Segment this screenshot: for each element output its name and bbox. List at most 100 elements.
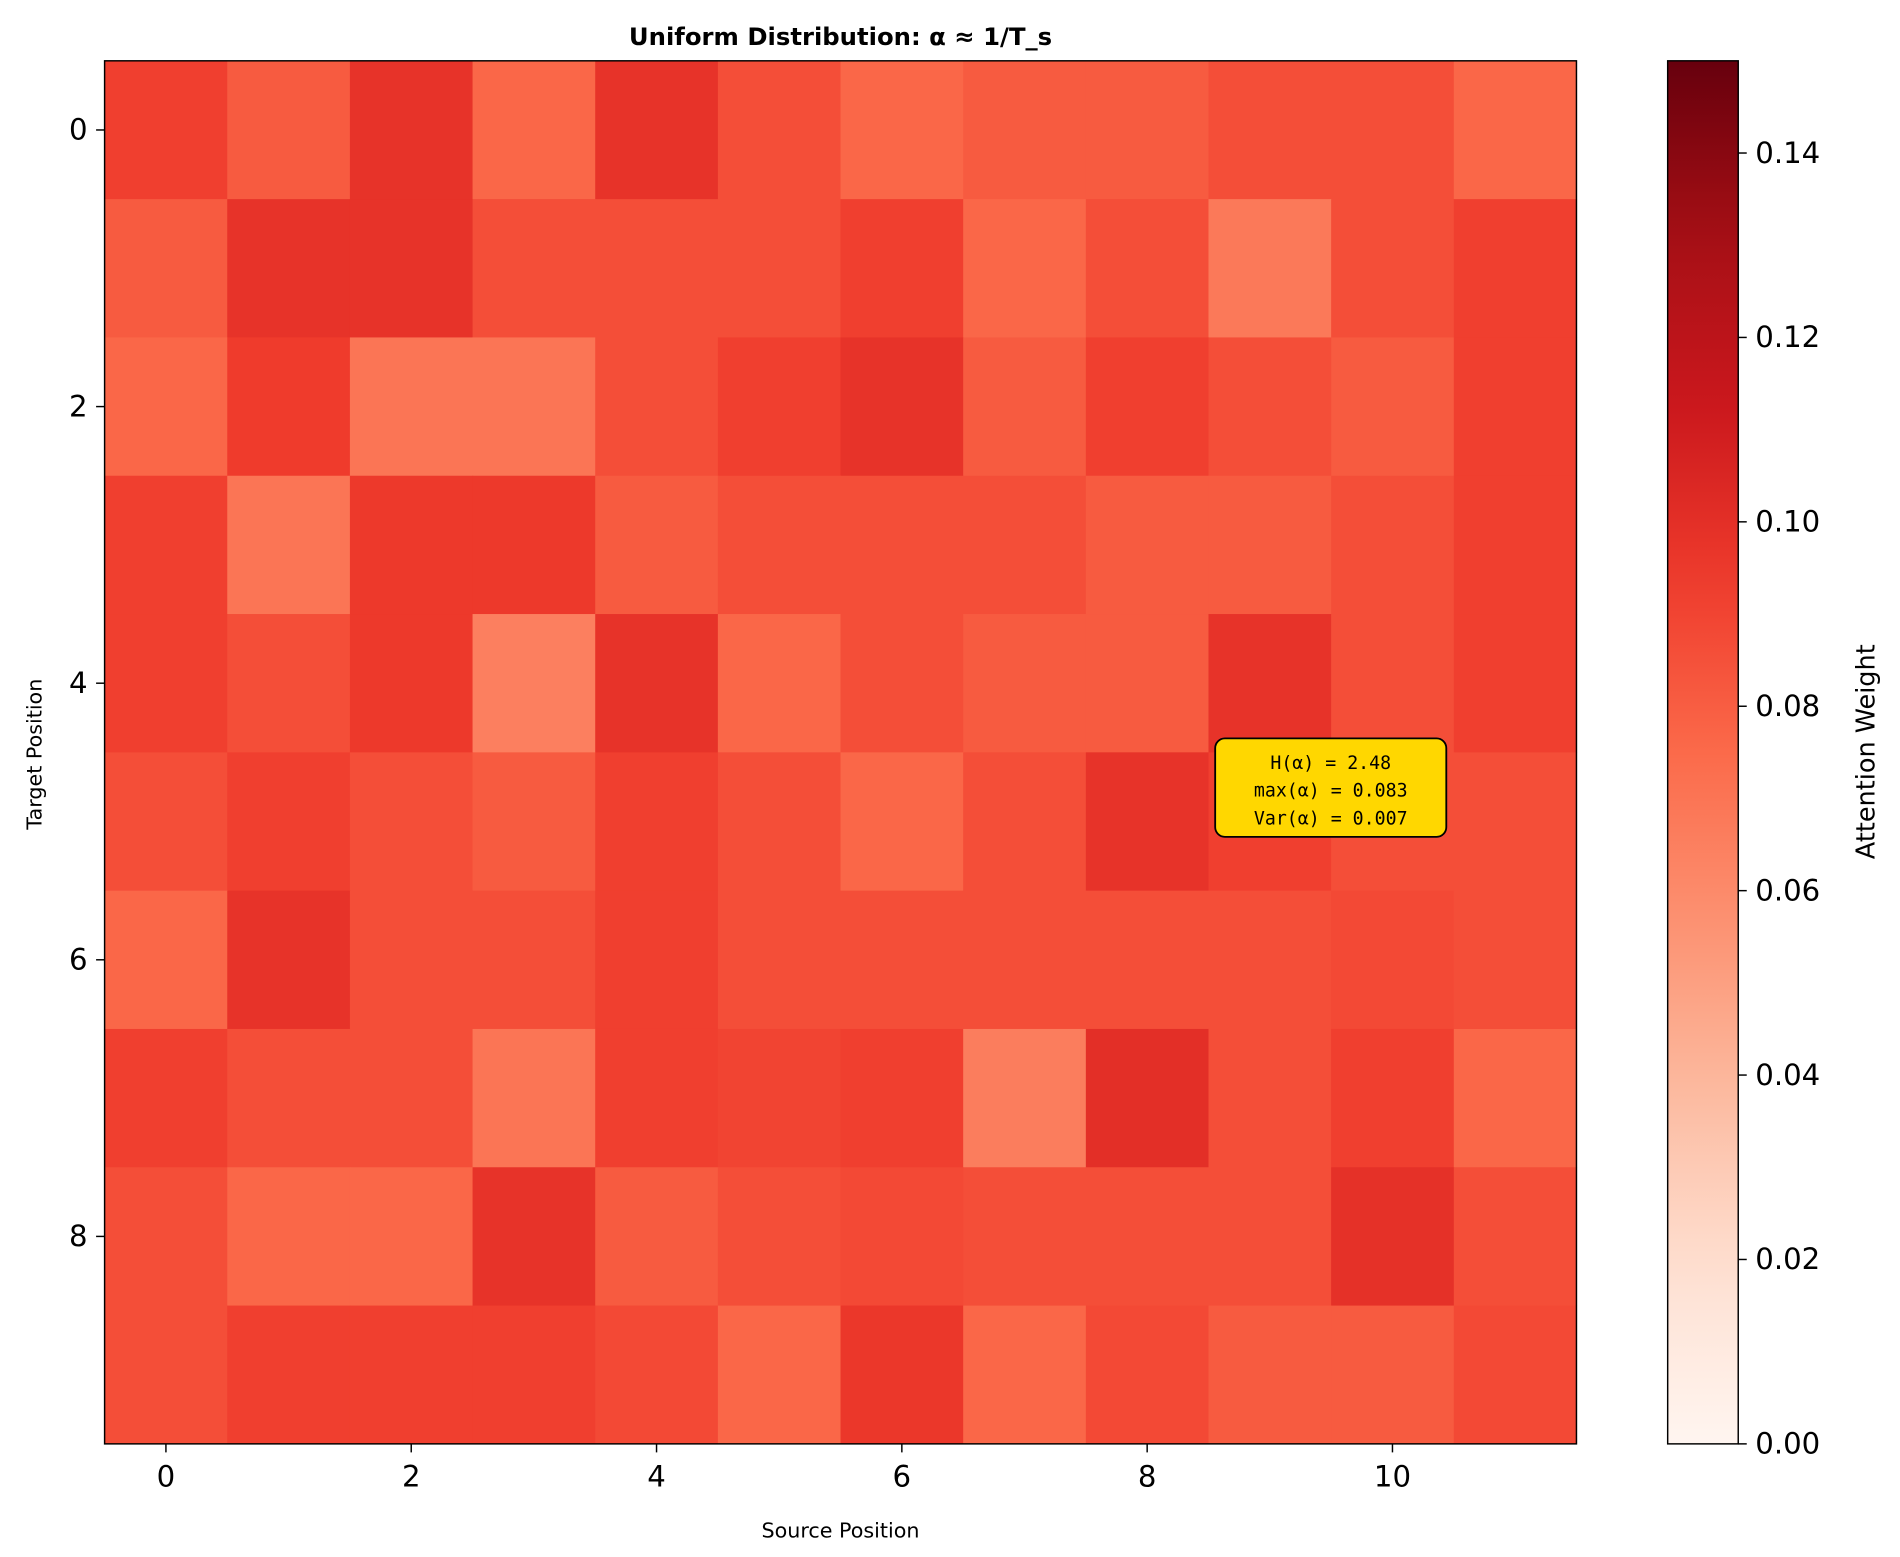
heatmap-cell (1208, 614, 1332, 753)
y-tick-label: 6 (69, 943, 88, 977)
heatmap-cell (227, 752, 351, 892)
heatmap-cell (717, 890, 842, 1030)
heatmap-cell (717, 1167, 842, 1307)
x-axis-ticks: 0 2 4 6 8 10 (157, 1443, 1411, 1493)
heatmap-cell (840, 60, 964, 200)
heatmap-cell (472, 614, 596, 753)
heatmap-cell (1453, 1305, 1578, 1445)
heatmap-cell (1085, 60, 1210, 200)
colorbar-label: Attention Weight (1851, 644, 1881, 859)
heatmap-cell (595, 1028, 719, 1168)
x-tick-label: 10 (1374, 1459, 1411, 1493)
heatmap-cell (472, 475, 596, 615)
colorbar-ticks: 0.00 0.02 0.04 0.06 0.08 0.10 0.12 0.14 (1738, 136, 1820, 1461)
heatmap-cell (1208, 1305, 1332, 1445)
colorbar-tick-label: 0.06 (1755, 873, 1820, 907)
heatmap-cell (595, 475, 719, 615)
heatmap-cell (227, 60, 351, 200)
heatmap-cell (840, 199, 964, 339)
x-axis-label: Source Position (762, 1519, 920, 1543)
heatmap-cell (1453, 890, 1578, 1030)
heatmap-cell (1085, 1028, 1210, 1168)
heatmap-cell (963, 1167, 1087, 1307)
heatmap-cell (840, 1305, 964, 1445)
heatmap-cell (963, 752, 1087, 892)
heatmap-cell (1331, 475, 1455, 615)
heatmap-cell (227, 1167, 351, 1307)
heatmap-cell (1085, 890, 1210, 1030)
colorbar-tick-label: 0.04 (1755, 1058, 1820, 1092)
heatmap-cell (349, 1305, 474, 1445)
stats-annotation: H(α) = 2.48 max(α) = 0.083 Var(α) = 0.00… (1214, 737, 1448, 838)
heatmap-cell (1085, 337, 1210, 477)
heatmap-cell (104, 752, 228, 892)
heatmap-cell (1208, 337, 1332, 477)
heatmap-cell (595, 199, 719, 339)
y-tick-label: 8 (69, 1219, 88, 1253)
heatmap-cell (963, 199, 1087, 339)
x-tick-label: 6 (893, 1459, 912, 1493)
heatmap-cell (840, 614, 964, 753)
plot-frame (103, 60, 1578, 1445)
heatmap-cell (1085, 1167, 1210, 1307)
heatmap-cell (227, 1028, 351, 1168)
heatmap-cell (595, 1167, 719, 1307)
heatmap-cell (104, 60, 228, 200)
heatmap-cell (840, 1028, 964, 1168)
annotation-variance: Var(α) = 0.007 (1254, 809, 1408, 830)
colorbar-tick-label: 0.00 (1755, 1427, 1820, 1461)
heatmap-cell (227, 1305, 351, 1445)
colorbar-tick-label: 0.02 (1755, 1242, 1820, 1276)
heatmap-cell (717, 199, 842, 339)
y-tick-label: 4 (69, 666, 88, 700)
heatmap-cell (1453, 752, 1578, 892)
colorbar (1666, 60, 1739, 1445)
heatmap-cell (840, 337, 964, 477)
heatmap-cell (1453, 614, 1578, 753)
heatmap-cell (840, 1167, 964, 1307)
heatmap-cell (227, 199, 351, 339)
heatmap-cell (963, 1305, 1087, 1445)
heatmap-cell (1085, 614, 1210, 753)
heatmap-cell (1331, 1305, 1455, 1445)
heatmap-cell (1208, 475, 1332, 615)
heatmap-cell (1453, 1028, 1578, 1168)
heatmap-cell (717, 1028, 842, 1168)
heatmap-cell (227, 890, 351, 1030)
x-tick-label: 0 (157, 1459, 176, 1493)
heatmap-cell (595, 752, 719, 892)
heatmap-cell (1208, 1028, 1332, 1168)
heatmap-cell (104, 337, 228, 477)
heatmap-cell (595, 60, 719, 200)
heatmap-cell (1453, 337, 1578, 477)
heatmap-cell (104, 1305, 228, 1445)
heatmap-cell (717, 475, 842, 615)
heatmap-cell (963, 337, 1087, 477)
heatmap-cell (717, 1305, 842, 1445)
heatmap-cell (349, 752, 474, 892)
heatmap-cell (227, 614, 351, 753)
heatmap-cell (963, 1028, 1087, 1168)
heatmap-cell (1208, 60, 1332, 200)
heatmap-cell (963, 60, 1087, 200)
heatmap-cell (472, 337, 596, 477)
heatmap-cell (717, 60, 842, 200)
heatmap-cell (1331, 60, 1455, 200)
heatmap-cell (227, 475, 351, 615)
heatmap-cell (472, 752, 596, 892)
x-tick-label: 2 (402, 1459, 421, 1493)
heatmap-cell (472, 1167, 596, 1307)
heatmap-cell (349, 199, 474, 339)
colorbar-tick-label: 0.14 (1755, 136, 1820, 170)
x-tick-label: 8 (1138, 1459, 1157, 1493)
heatmap-cell (349, 614, 474, 753)
heatmap-cell (104, 890, 228, 1030)
heatmap-cell (104, 1028, 228, 1168)
heatmap-cell (472, 199, 596, 339)
heatmap-cell (472, 890, 596, 1030)
heatmap-cell (227, 337, 351, 477)
heatmap-cell (1453, 1167, 1578, 1307)
colorbar-tick-label: 0.08 (1755, 689, 1820, 723)
heatmap-cell (1208, 199, 1332, 339)
